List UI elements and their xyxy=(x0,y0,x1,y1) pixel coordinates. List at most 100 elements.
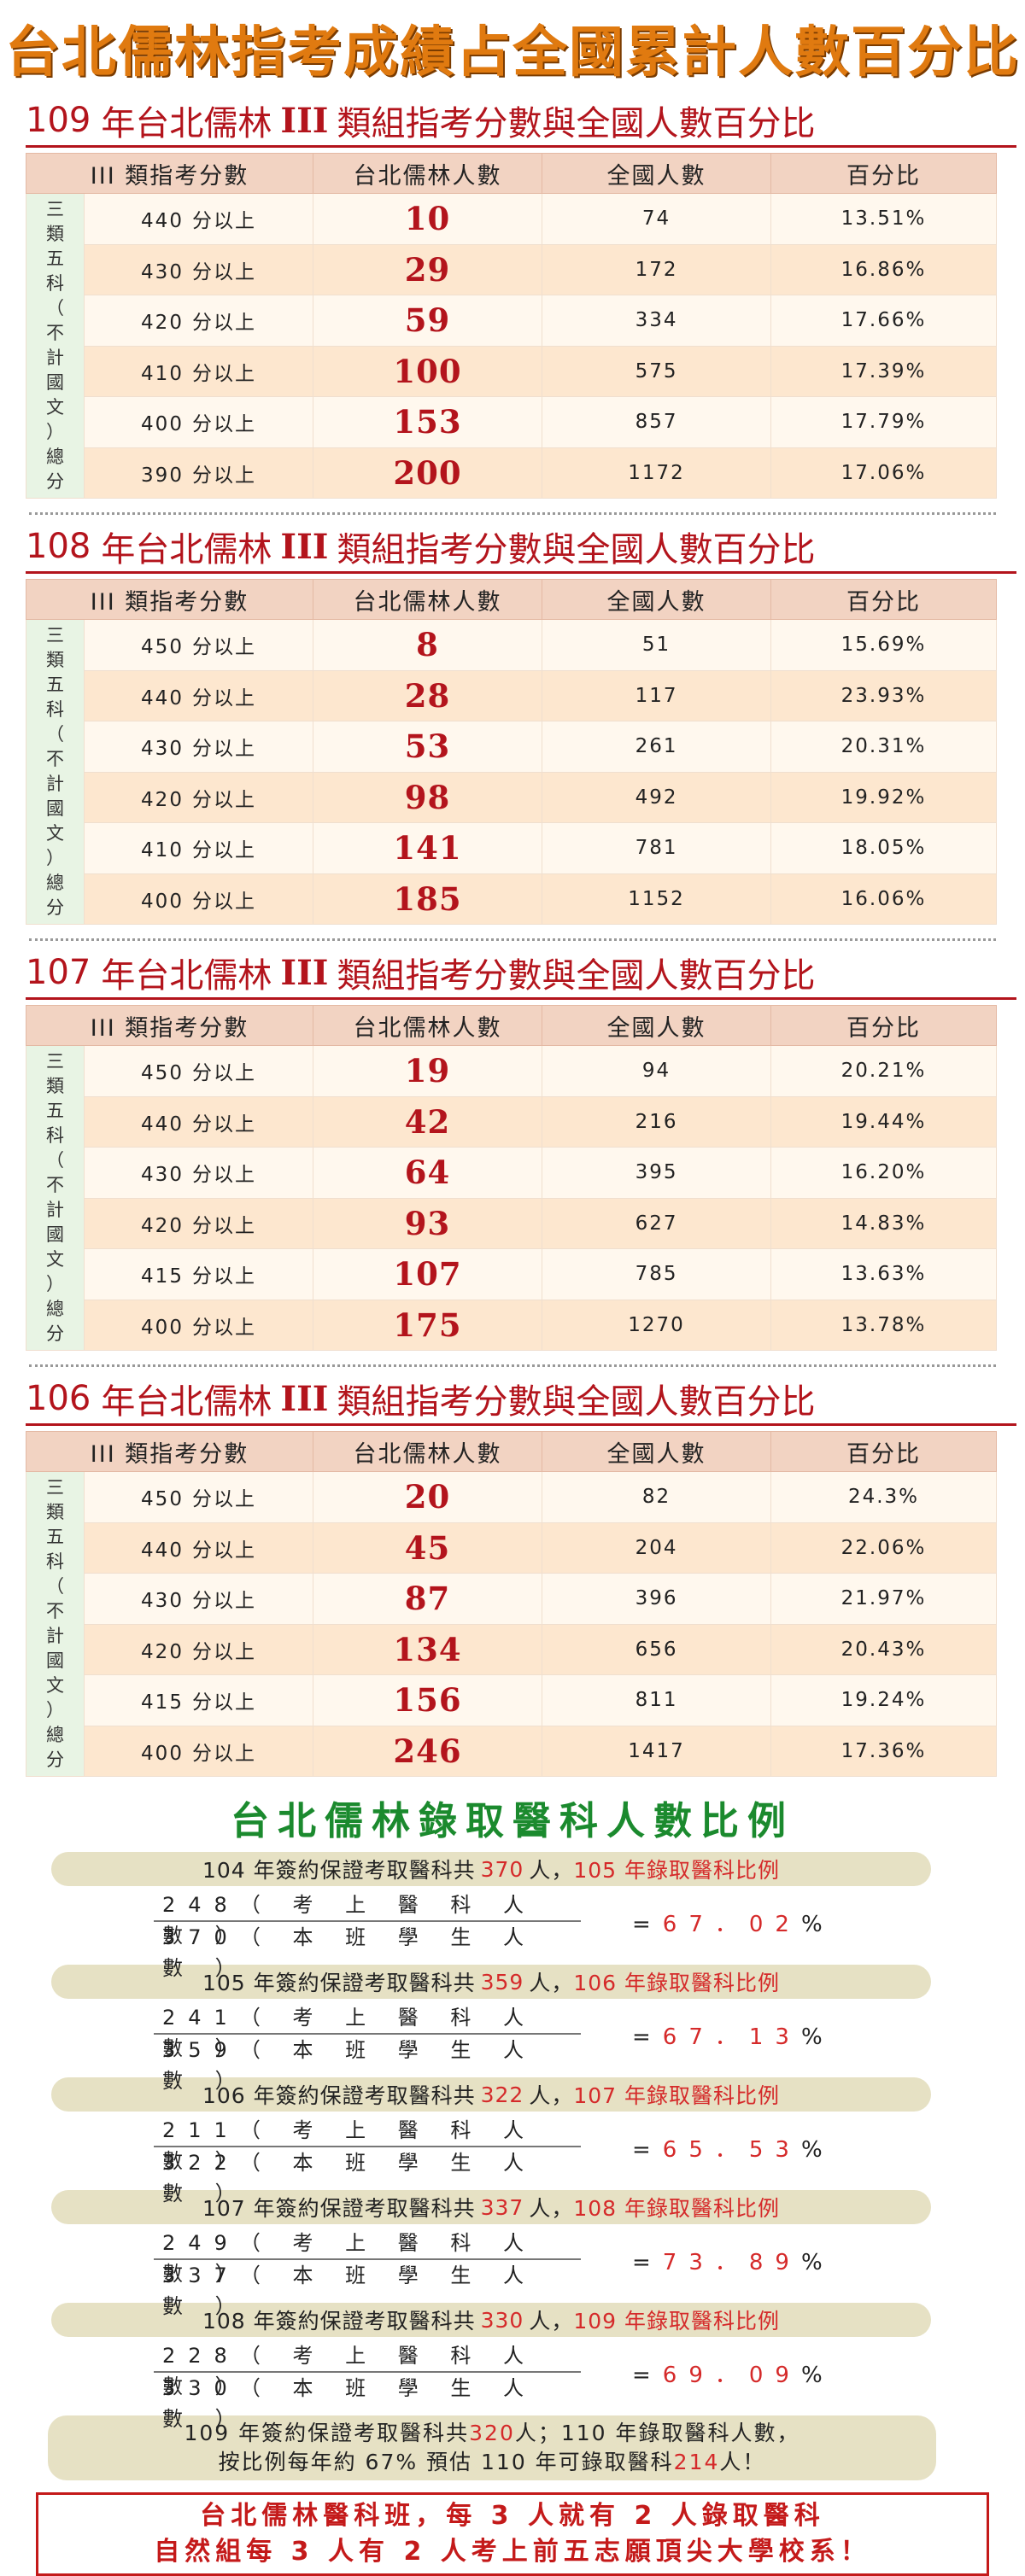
pill-text: 106 年簽約保證考取醫科共 xyxy=(202,2083,476,2108)
pill-text: 人， xyxy=(529,1858,574,1883)
national-count: 1270 xyxy=(542,1299,772,1351)
score-value: 440 xyxy=(141,686,184,710)
section-title-a: 年台北儒林 xyxy=(101,104,272,143)
fraction-block: 228（ 考 上 醫 科 人 數 ） 330（ 本 班 學 生 人 數 ） =69．… xyxy=(154,2337,1025,2431)
table-row: 430 分以上 53 261 20.31% xyxy=(26,721,998,773)
score-suffix: 分以上 xyxy=(191,1488,256,1511)
pill-text: 人， xyxy=(529,1971,574,1995)
score-suffix: 分以上 xyxy=(191,260,256,283)
score-cell: 440 分以上 xyxy=(83,193,314,245)
numerator-value: 241 xyxy=(162,2006,240,2030)
school-count: 107 xyxy=(313,1248,543,1300)
column-header: 百分比 xyxy=(770,579,998,620)
score-value: 440 xyxy=(141,210,184,233)
score-suffix: 分以上 xyxy=(191,738,256,761)
section-year: 108 xyxy=(26,527,91,566)
side-label-char: （ xyxy=(46,1150,64,1171)
table-row: 420 分以上 93 627 14.83% xyxy=(26,1197,998,1249)
side-label-char: 總 xyxy=(46,1299,64,1319)
result-value: 65．53 xyxy=(662,2137,801,2163)
school-count: 246 xyxy=(313,1725,543,1777)
score-value: 420 xyxy=(141,1214,184,1237)
table-row: 410 分以上 100 575 17.39% xyxy=(26,345,998,397)
bottom-line-1: 台北儒林醫科班，每 3 人就有 2 人錄取醫科 xyxy=(200,2501,825,2531)
score-value: 420 xyxy=(141,788,184,811)
year-section: 108 年台北儒林 III 類組指考分數與全國人數百分比 III 類指考分數 台北儒林人數… xyxy=(0,522,1025,925)
stats-table: III 類指考分數 台北儒林人數 全國人數 百分比三類五科 （ 不計國文 ） 總分 440 分以上… xyxy=(25,153,998,499)
section-title: 107 年台北儒林 III 類組指考分數與全國人數百分比 xyxy=(26,948,1022,997)
fraction-line xyxy=(154,2033,581,2035)
side-label-char: 計 xyxy=(46,1200,64,1220)
side-label-char: 三 xyxy=(46,625,64,645)
section-year: 106 xyxy=(26,1379,91,1418)
numerator-value: 249 xyxy=(162,2231,240,2255)
school-count: 10 xyxy=(313,193,543,245)
score-suffix: 分以上 xyxy=(191,1539,256,1562)
side-label-char: 類 xyxy=(46,1502,64,1522)
percentage: 16.06% xyxy=(770,873,998,925)
column-header: 台北儒林人數 xyxy=(313,1005,543,1046)
side-label-char: 科 xyxy=(46,1125,64,1146)
score-cell: 420 分以上 xyxy=(83,295,314,347)
column-header: III 類指考分數 xyxy=(25,1431,314,1472)
percentage: 13.63% xyxy=(770,1248,998,1300)
fraction-numerator: 241（ 考 上 醫 科 人 數 ） xyxy=(154,2002,581,2060)
side-label-char: 文 xyxy=(46,1249,64,1270)
equals-sign: = xyxy=(632,2137,663,2163)
table-row: 430 分以上 29 172 16.86% xyxy=(26,243,998,295)
side-label-char: 總 xyxy=(46,447,64,467)
percentage: 22.06% xyxy=(770,1522,998,1574)
table-row: 420 分以上 59 334 17.66% xyxy=(26,295,998,347)
table-row: 400 分以上 175 1270 13.78% xyxy=(26,1299,998,1351)
school-count: 175 xyxy=(313,1299,543,1351)
score-value: 430 xyxy=(141,260,184,283)
score-cell: 430 分以上 xyxy=(83,721,314,773)
table-row: 400 分以上 185 1152 16.06% xyxy=(26,873,998,925)
result-value: 73．89 xyxy=(662,2250,801,2275)
fraction-denominator: 322（ 本 班 學 生 人 數 ） xyxy=(154,2147,581,2205)
summary-text: 人！ xyxy=(719,2450,766,2474)
percentage: 13.78% xyxy=(770,1299,998,1351)
score-suffix: 分以上 xyxy=(191,1640,256,1663)
score-value: 400 xyxy=(141,890,184,913)
national-count: 1417 xyxy=(542,1725,772,1777)
side-label-char: 國 xyxy=(46,798,64,819)
side-label-char: 五 xyxy=(46,248,64,269)
column-header: III 類指考分數 xyxy=(25,153,314,194)
national-count: 51 xyxy=(542,619,772,671)
side-label: 三類五科 （ 不計國文 ） 總分 xyxy=(26,1045,85,1351)
sections-container: 109 年台北儒林 III 類組指考分數與全國人數百分比 III 類指考分數 台北儒林人數… xyxy=(0,96,1025,1780)
percentage: 19.44% xyxy=(770,1095,998,1148)
table-row: 440 分以上 45 204 22.06% xyxy=(26,1522,998,1574)
table-row: 415 分以上 107 785 13.63% xyxy=(26,1248,998,1300)
school-count: 28 xyxy=(313,669,543,721)
side-label-char: 類 xyxy=(46,1076,64,1096)
national-count: 1152 xyxy=(542,873,772,925)
score-suffix: 分以上 xyxy=(191,413,256,436)
score-value: 400 xyxy=(141,1316,184,1339)
section-title-roman: III xyxy=(280,952,329,993)
denominator-label: （ 本 班 學 生 人 數 ） xyxy=(162,2038,536,2093)
percentage: 20.43% xyxy=(770,1623,998,1675)
side-label-char: 五 xyxy=(46,1527,64,1547)
fraction-denominator: 337（ 本 班 學 生 人 數 ） xyxy=(154,2260,581,2318)
score-suffix: 分以上 xyxy=(191,1214,256,1237)
national-count: 811 xyxy=(542,1674,772,1726)
score-value: 440 xyxy=(141,1539,184,1562)
score-cell: 400 分以上 xyxy=(83,396,314,448)
side-label-char: （ xyxy=(46,724,64,745)
section-title-b: 類組指考分數與全國人數百分比 xyxy=(337,104,816,143)
fraction-denominator: 370（ 本 班 學 生 人 數 ） xyxy=(154,1922,581,1980)
percentage: 17.06% xyxy=(770,447,998,499)
national-count: 334 xyxy=(542,295,772,347)
fraction-result: =67．02% xyxy=(632,1907,823,1938)
percentage: 20.31% xyxy=(770,721,998,773)
denominator-value: 359 xyxy=(162,2038,240,2062)
pill-ratio-label: 105 年錄取醫科比例 xyxy=(573,1858,781,1883)
percentage: 20.21% xyxy=(770,1045,998,1097)
section-year: 107 xyxy=(26,953,91,992)
denominator-label: （ 本 班 學 生 人 數 ） xyxy=(162,2151,536,2205)
column-header: 全國人數 xyxy=(542,1005,772,1046)
column-header: 全國人數 xyxy=(542,153,772,194)
school-count: 19 xyxy=(313,1045,543,1097)
